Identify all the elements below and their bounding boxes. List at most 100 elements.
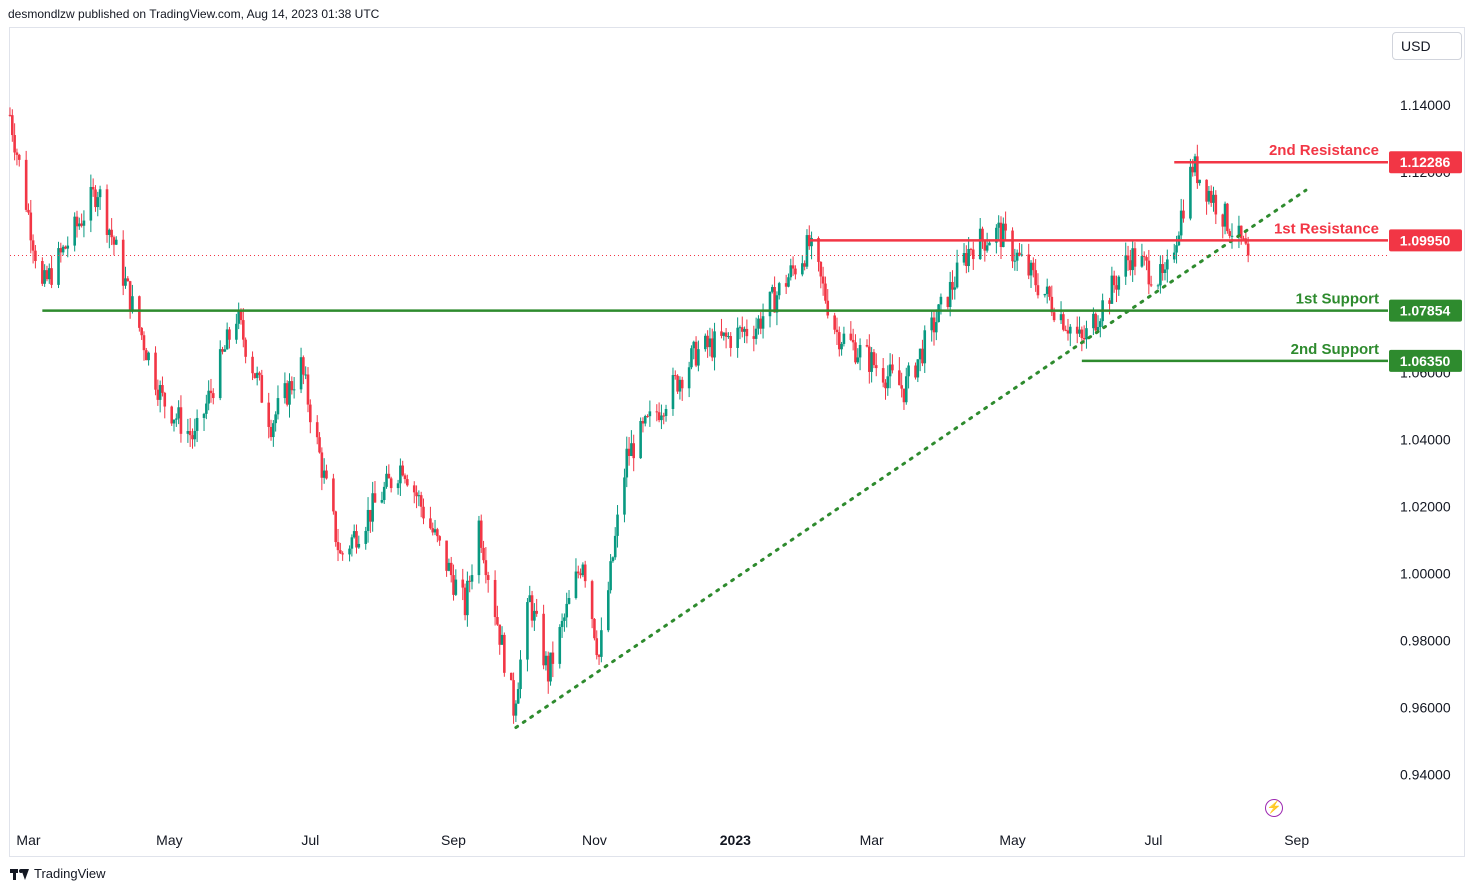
- candle-body: [671, 375, 675, 409]
- brand-name: TradingView: [34, 866, 106, 881]
- candle-body: [743, 328, 746, 332]
- candle-body: [939, 296, 943, 305]
- candle-body: [403, 475, 407, 480]
- candle-body: [108, 229, 111, 235]
- candle-body: [218, 349, 222, 399]
- candle-body: [1099, 321, 1102, 328]
- y-tick-label: 1.14000: [1400, 97, 1451, 113]
- candle-body: [884, 382, 887, 389]
- candle-body: [514, 703, 518, 716]
- resistance-level-label: 2nd Resistance: [1269, 142, 1379, 159]
- candle-body: [140, 327, 143, 336]
- candle-body: [900, 385, 903, 389]
- candle-body: [1175, 245, 1178, 253]
- candle-body: [1246, 243, 1250, 256]
- candle-body: [676, 375, 679, 392]
- candle-body: [306, 374, 310, 405]
- candle-body: [1209, 190, 1213, 203]
- x-tick-label: Jul: [1144, 832, 1162, 848]
- candle-body: [399, 465, 402, 484]
- candle-body: [128, 281, 132, 312]
- support-level-label: 2nd Support: [1291, 341, 1379, 358]
- candle-body: [209, 390, 213, 394]
- candle-body: [930, 317, 933, 331]
- tradingview-logo-icon: [10, 867, 30, 881]
- candle-body: [144, 350, 148, 361]
- candle-body: [1191, 166, 1195, 173]
- candle-body: [479, 520, 483, 548]
- candle-body: [706, 335, 709, 348]
- candle-body: [419, 495, 423, 507]
- candles-group: [8, 107, 1250, 724]
- candle-body: [177, 407, 180, 419]
- candle-body: [969, 248, 973, 250]
- candle-body: [235, 323, 238, 340]
- candle-body: [175, 418, 178, 420]
- candle-body: [429, 518, 432, 529]
- y-tick-label: 0.98000: [1400, 632, 1451, 648]
- candle-body: [94, 189, 97, 208]
- candle-body: [253, 373, 257, 378]
- candle-body: [530, 595, 534, 621]
- candle-body: [50, 268, 53, 285]
- candle-body: [988, 242, 991, 246]
- candle-body: [1131, 248, 1134, 271]
- candle-body: [704, 335, 707, 350]
- candle-body: [276, 398, 280, 415]
- lightning-icon[interactable]: ⚡: [1265, 799, 1283, 817]
- candle-body: [745, 328, 749, 337]
- candle-body: [729, 336, 733, 348]
- y-tick-label: 1.02000: [1400, 499, 1451, 515]
- currency-selector[interactable]: USD: [1392, 32, 1462, 60]
- candle-body: [985, 245, 989, 251]
- candle-body: [613, 535, 617, 558]
- candle-body: [754, 328, 758, 339]
- candle-body: [727, 336, 730, 338]
- x-tick-label: Sep: [441, 832, 466, 848]
- candle-body: [981, 228, 984, 241]
- candle-body: [697, 349, 700, 366]
- candle-body: [447, 562, 451, 571]
- candle-body: [98, 189, 102, 198]
- candle-body: [258, 372, 261, 376]
- candle-body: [1145, 257, 1148, 261]
- candle-body: [389, 478, 393, 489]
- candle-body: [773, 287, 776, 313]
- candle-body: [96, 197, 100, 208]
- candle-body: [777, 283, 781, 296]
- candle-body: [630, 443, 633, 456]
- candle-body: [692, 341, 696, 349]
- candle-body: [528, 595, 532, 603]
- candle-body: [436, 529, 439, 537]
- resistance-level-label: 1st Resistance: [1274, 220, 1379, 237]
- candle-body: [995, 227, 998, 243]
- candle-body: [373, 493, 377, 503]
- candle-body: [600, 630, 603, 657]
- candle-body: [962, 253, 966, 263]
- candle-body: [639, 421, 642, 459]
- candle-body: [172, 419, 176, 424]
- candle-body: [558, 627, 562, 664]
- resistance-price-tag-value: 1.12286: [1400, 154, 1451, 170]
- x-tick-label: Nov: [582, 832, 607, 848]
- candle-body: [1159, 264, 1162, 286]
- candle-body: [579, 573, 582, 576]
- candle-body: [1230, 235, 1234, 237]
- candle-body: [228, 329, 231, 340]
- candle-body: [824, 283, 827, 301]
- candle-body: [641, 421, 645, 424]
- candle-body: [260, 375, 264, 403]
- x-tick-label: Jul: [301, 832, 319, 848]
- candle-body: [1015, 252, 1019, 261]
- candle-body: [433, 529, 437, 533]
- candle-body: [147, 352, 150, 361]
- candle-body: [921, 348, 924, 364]
- candle-body: [738, 327, 742, 329]
- candle-body: [1002, 223, 1005, 248]
- candle-body: [1013, 260, 1017, 262]
- candle-body: [1212, 194, 1215, 203]
- candle-body: [1045, 286, 1049, 294]
- candle-body: [382, 486, 386, 501]
- candle-body: [202, 413, 206, 418]
